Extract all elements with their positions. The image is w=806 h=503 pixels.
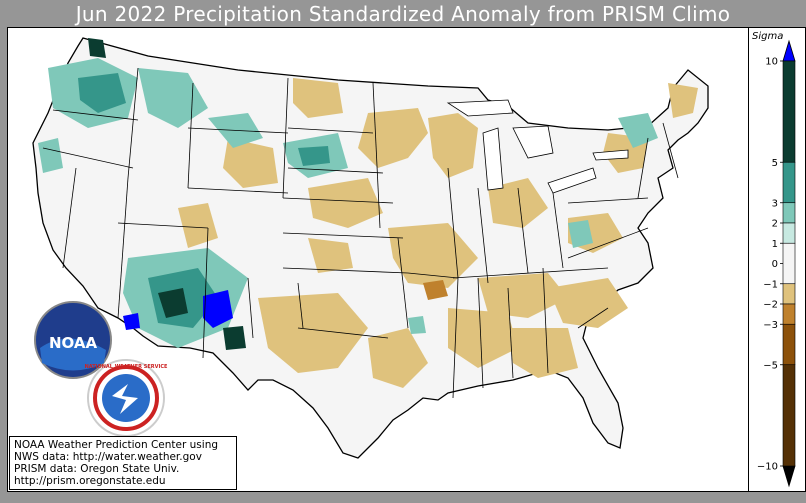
colorbar-tick-label-7: −2 — [763, 300, 778, 311]
credit-line-3: PRISM data: Oregon State Univ. — [14, 463, 180, 475]
colorbar-bin-0 — [782, 60, 796, 163]
credit-line-1: NOAA Weather Prediction Center using — [14, 439, 219, 451]
colorbar-tick-label-1: 5 — [772, 158, 778, 169]
precipitation-anomaly-map: NOAA NATIONAL WEATHER SERVICE — [32, 37, 709, 459]
colorbar-tick-label-5: 0 — [772, 259, 778, 270]
colorbar-tick-label-3: 2 — [772, 219, 778, 230]
colorbar-bin-4 — [782, 242, 796, 285]
colorbar-bin-3 — [782, 222, 796, 244]
colorbar-tick-label-6: −1 — [763, 279, 778, 290]
colorbar-bin-7 — [782, 323, 796, 366]
colorbar-tick-label-10: −10 — [757, 462, 778, 473]
sigma-legend: Sigma 10 5 3 2 1 0 −1 −2 −3 −5 −10 — [749, 27, 806, 492]
colorbar-bin-8 — [782, 364, 796, 467]
data-credit-box: NOAA Weather Prediction Center using NWS… — [9, 436, 237, 490]
colorbar-tick-label-0: 10 — [765, 57, 778, 68]
noaa-logo-text: NOAA — [49, 334, 98, 352]
dry-anomaly-areas — [178, 78, 698, 388]
map-panel: NOAA NATIONAL WEATHER SERVICE NOAA Weath… — [7, 27, 749, 492]
colorbar-bin-6 — [782, 303, 796, 325]
above-max-areas — [123, 290, 233, 330]
colorbar-tick-label-8: −3 — [763, 320, 778, 331]
state-boundaries — [42, 67, 679, 399]
colorbar-under-triangle — [782, 465, 796, 488]
credit-line-2: NWS data: http://water.weather.gov — [14, 451, 202, 463]
colorbar-bin-5 — [782, 283, 796, 305]
strong-dry-areas — [423, 280, 448, 300]
colorbar-bins — [782, 60, 796, 467]
colorbar-tick-label-4: 1 — [772, 239, 778, 250]
nws-logo: NATIONAL WEATHER SERVICE — [85, 359, 168, 437]
nws-logo-text: NATIONAL WEATHER SERVICE — [85, 364, 168, 370]
great-lakes — [446, 99, 629, 194]
colorbar-bin-1 — [782, 161, 796, 204]
extreme-wet-areas — [88, 38, 246, 350]
noaa-logo: NOAA — [34, 301, 112, 379]
colorbar-over-triangle — [782, 39, 796, 62]
credit-line-4: http://prism.oregonstate.edu — [14, 475, 166, 487]
map-title: Jun 2022 Precipitation Standardized Anom… — [75, 2, 731, 26]
legend-title: Sigma — [752, 31, 784, 42]
colorbar-tick-label-2: 3 — [772, 198, 778, 209]
colorbar-tick-label-9: −5 — [763, 360, 778, 371]
colorbar-bin-2 — [782, 202, 796, 224]
